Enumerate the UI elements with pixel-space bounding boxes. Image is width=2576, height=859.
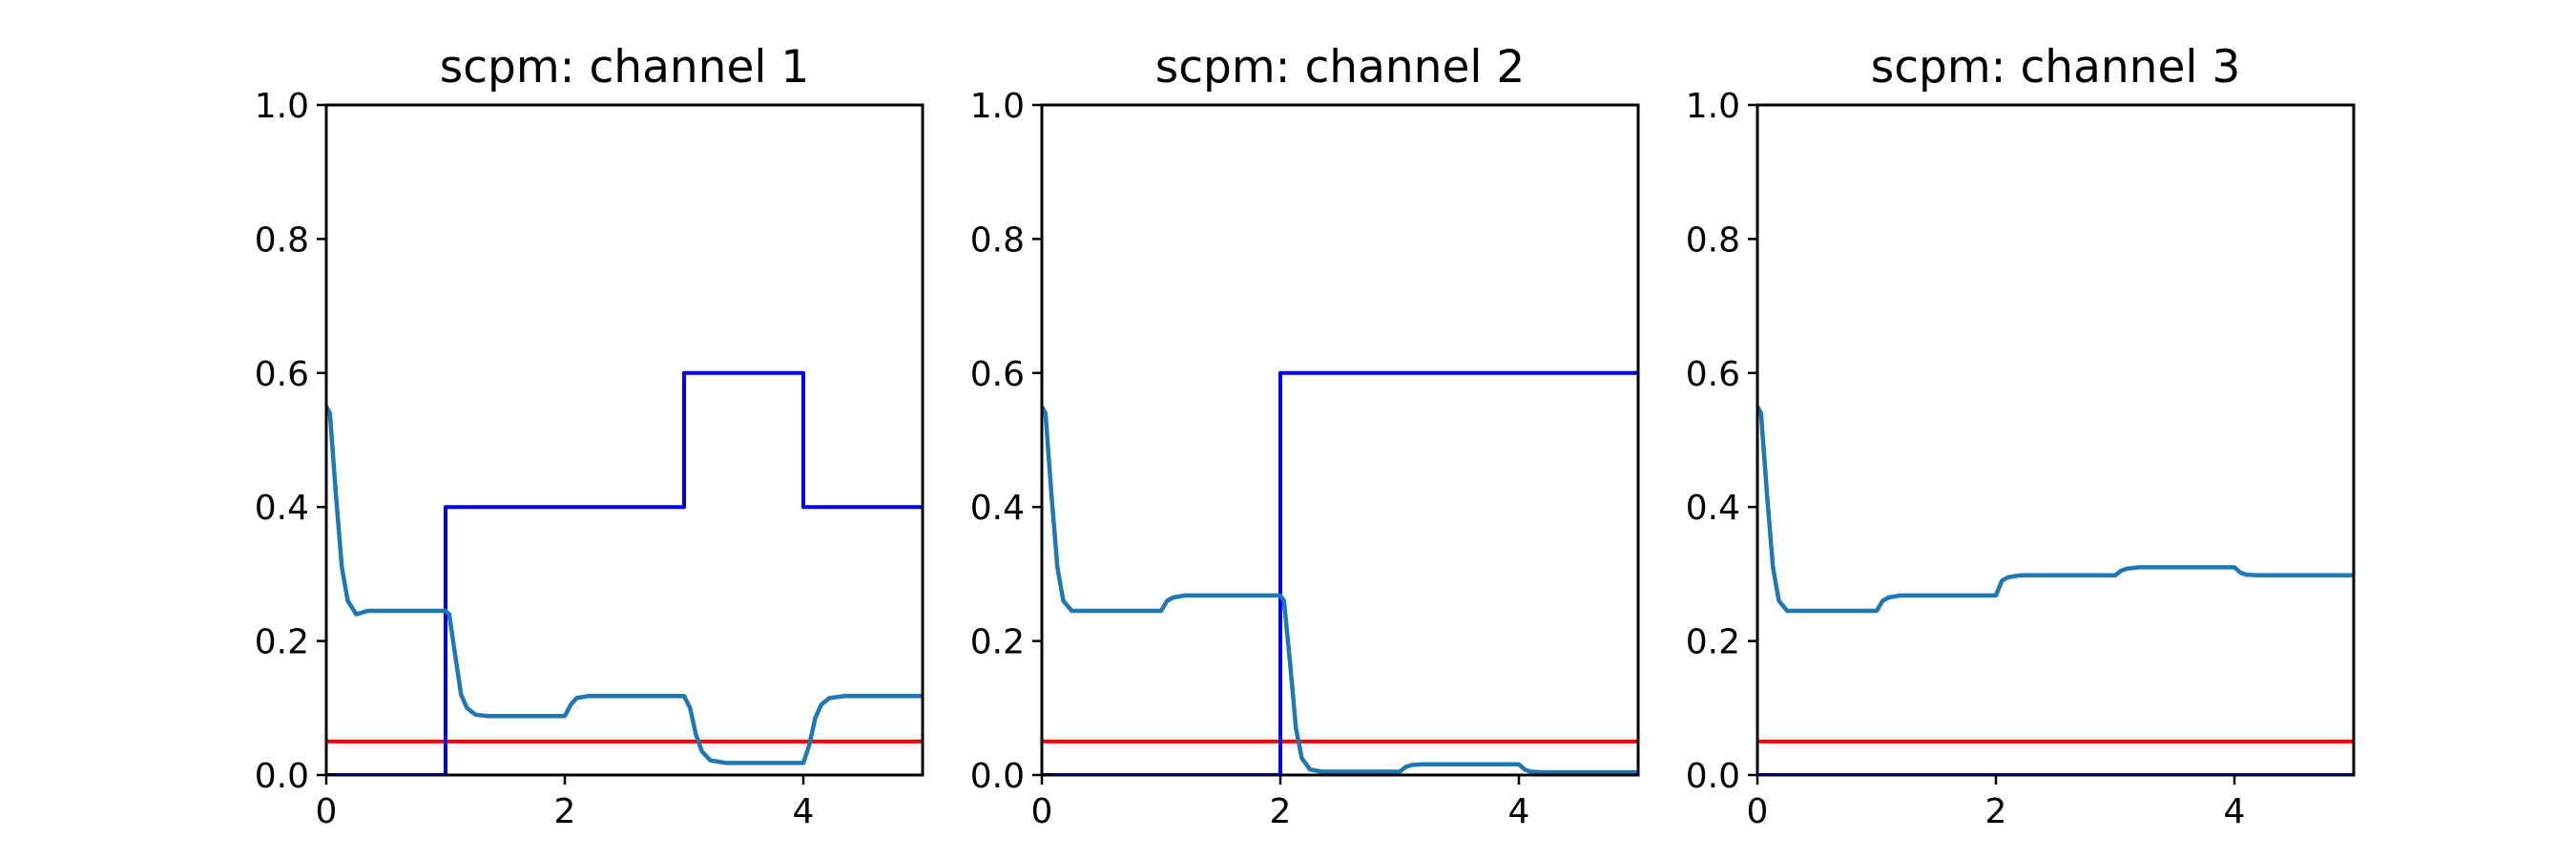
series-line-response <box>326 405 923 765</box>
series-group <box>1042 370 1638 775</box>
y-tick-label: 0.6 <box>255 355 309 394</box>
x-tick-label: 0 <box>316 792 338 831</box>
x-tick-label: 0 <box>1747 792 1769 831</box>
axes-frame <box>1755 103 2356 777</box>
x-tick-label: 4 <box>1508 792 1530 831</box>
y-tick-label: 0.4 <box>255 489 309 528</box>
y-tick-label: 0.2 <box>970 623 1025 662</box>
x-tick-label: 4 <box>793 792 815 831</box>
y-tick-label: 0.6 <box>1686 355 1740 394</box>
series-line-reference <box>1042 370 1638 775</box>
y-tick-label: 0.6 <box>970 355 1025 394</box>
axes-frame <box>1040 103 1640 777</box>
y-tick-label: 0.2 <box>255 623 309 662</box>
y-tick-label: 1.0 <box>255 87 309 126</box>
axes-frame <box>324 103 924 777</box>
y-tick-label: 0.8 <box>1686 220 1740 260</box>
series-line-response <box>1757 405 2354 614</box>
y-tick-label: 0.2 <box>1686 623 1740 662</box>
y-tick-label: 0.8 <box>970 220 1025 260</box>
x-tick-label: 4 <box>2224 792 2246 831</box>
series-group <box>326 370 923 775</box>
y-tick-label: 0.0 <box>1686 757 1740 796</box>
x-tick-label: 2 <box>1270 792 1292 831</box>
y-tick-label: 0.4 <box>1686 489 1740 528</box>
chart-panel-1: 0.0 0.2 0.4 0.6 0.8 1.0 0 2 4 scpm: channel 1 <box>255 41 924 831</box>
x-tick-label: 2 <box>1985 792 2007 831</box>
y-tick-label: 0.8 <box>255 220 309 260</box>
chart-panel-2: 0.0 0.2 0.4 0.6 0.8 1.0 0 2 4 scpm: channel 2 <box>970 41 1640 831</box>
series-line-response <box>1042 405 1638 775</box>
y-tick-label: 0.0 <box>970 757 1025 796</box>
panel-title: scpm: channel 1 <box>440 41 810 94</box>
x-tick-label: 2 <box>554 792 576 831</box>
y-tick-label: 1.0 <box>970 87 1025 126</box>
chart-panel-3: 0.0 0.2 0.4 0.6 0.8 1.0 0 2 4 scpm: channel 3 <box>1686 41 2356 831</box>
panel-title: scpm: channel 2 <box>1155 41 1526 94</box>
x-tick-label: 0 <box>1031 792 1053 831</box>
y-tick-label: 0.4 <box>970 489 1025 528</box>
series-group <box>1757 405 2354 775</box>
y-tick-label: 0.0 <box>255 757 309 796</box>
series-line-reference <box>326 370 923 775</box>
y-tick-label: 1.0 <box>1686 87 1740 126</box>
panel-title: scpm: channel 3 <box>1871 41 2241 94</box>
